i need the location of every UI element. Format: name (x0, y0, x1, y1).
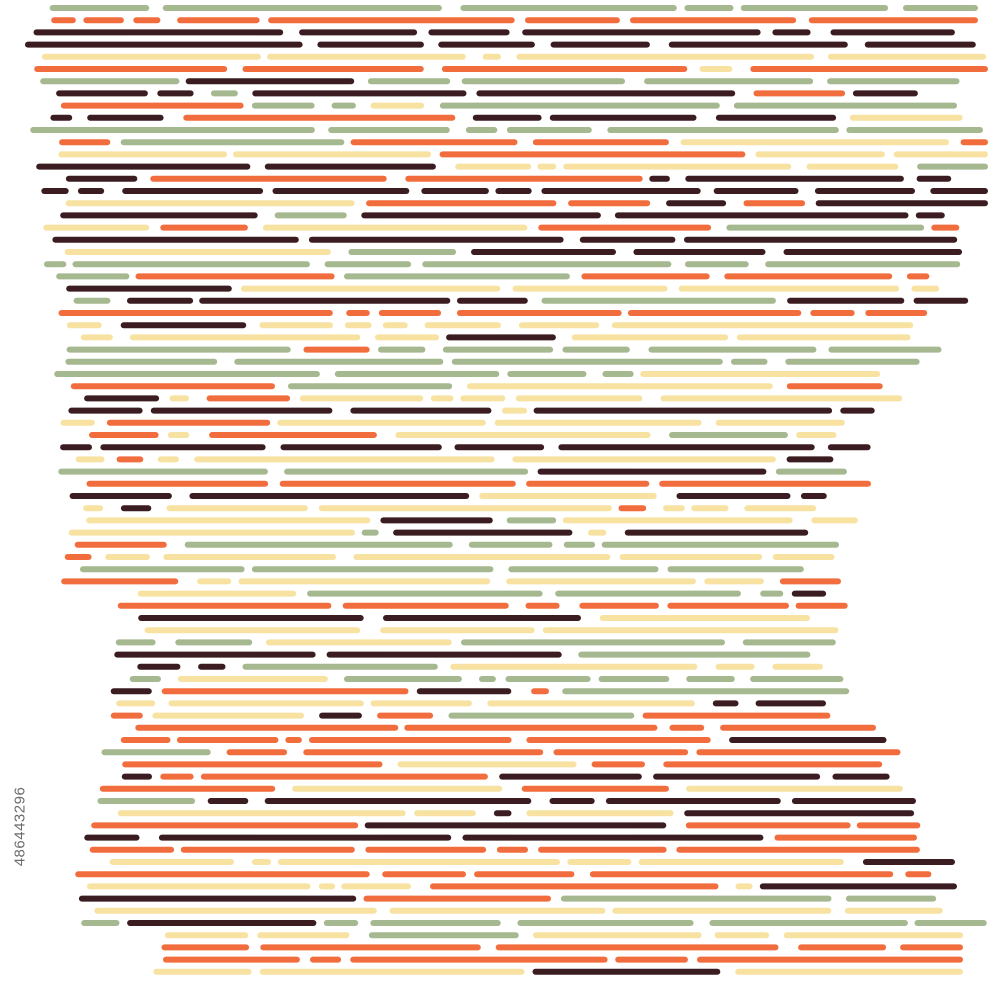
stock-image-id-text: 486443296 (11, 786, 29, 866)
stock-image-id: 486443296 (10, 756, 30, 896)
